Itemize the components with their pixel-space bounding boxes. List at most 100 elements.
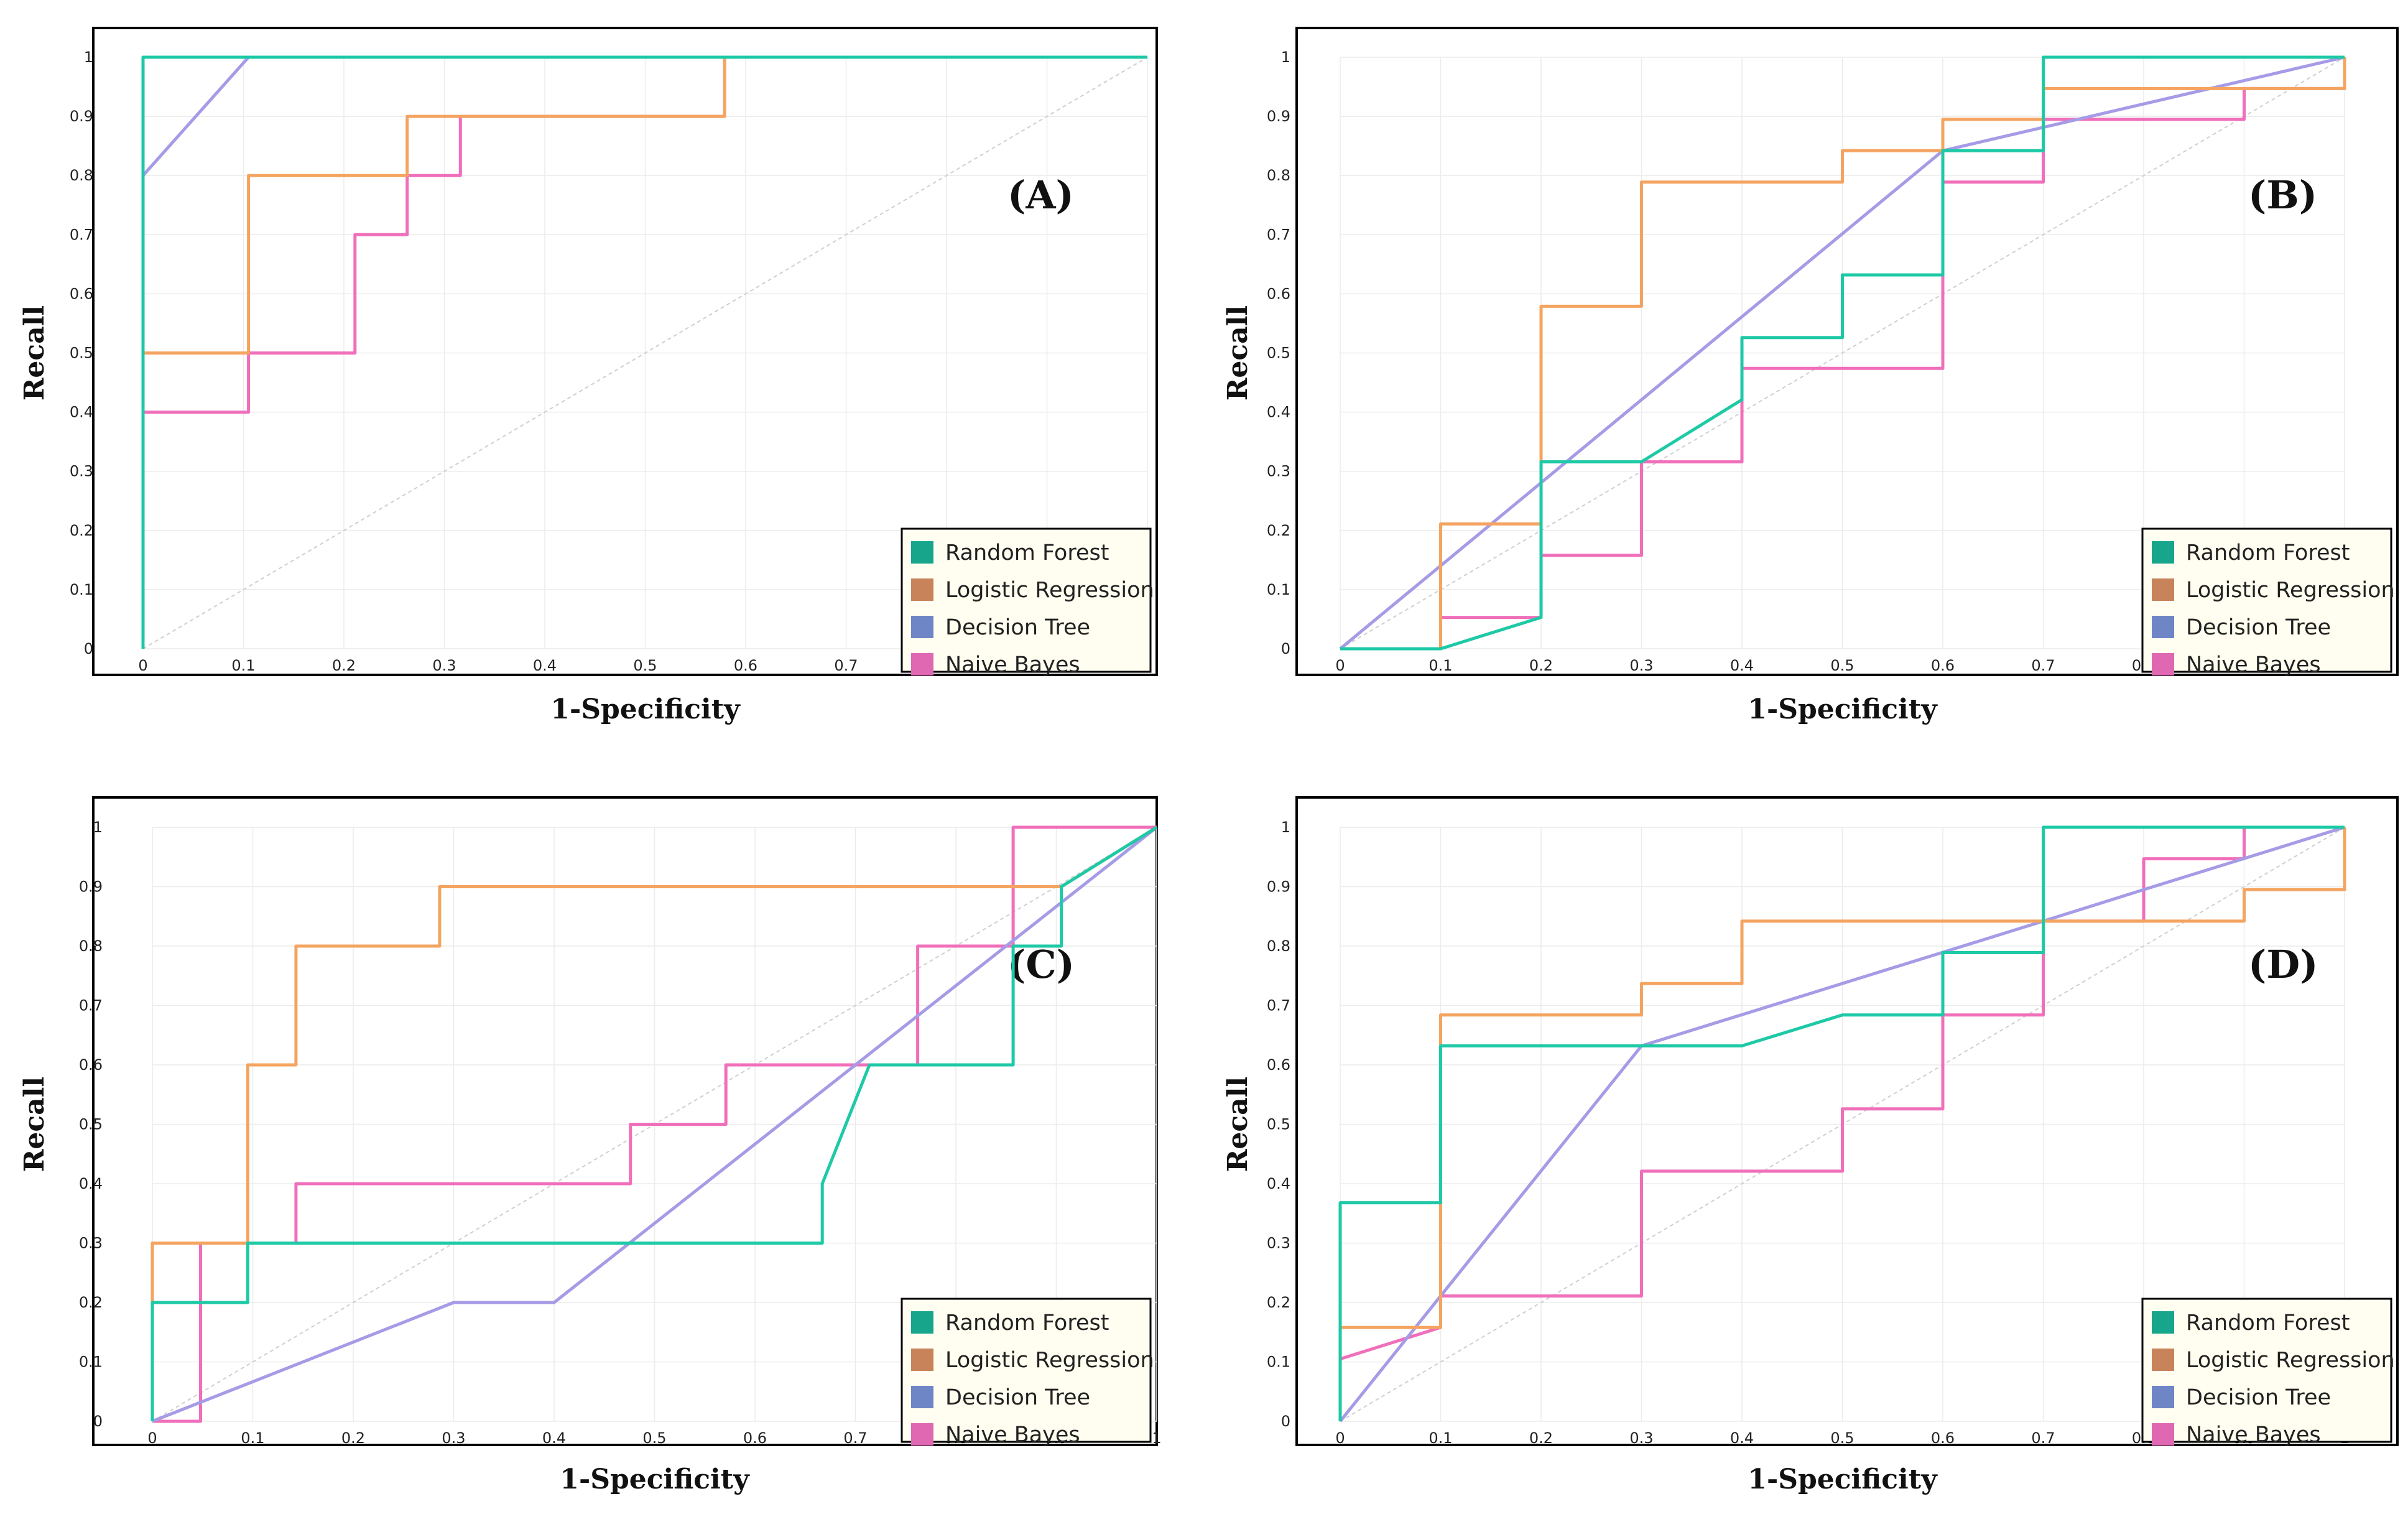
y-tick-label: 1 (93, 819, 103, 836)
series-line-decision-tree (152, 826, 1158, 1423)
y-tick-label: 0.2 (1267, 522, 1290, 539)
y-tick-label: 0.1 (70, 581, 93, 598)
y-tick-label: 0 (84, 640, 93, 657)
x-tick-label: 0 (147, 1429, 157, 1447)
y-axis-title: Recall (19, 305, 50, 401)
y-tick-label: 0.3 (70, 463, 93, 480)
legend-label: Naive Bayes (945, 652, 1080, 677)
panel-label: (A) (1007, 172, 1074, 218)
y-tick-label: 1 (1281, 49, 1290, 66)
x-tick-label: 0.1 (241, 1429, 264, 1447)
diagonal-reference-line (1340, 57, 2345, 649)
x-tick-label: 0.5 (633, 657, 657, 674)
y-axis-title: Recall (19, 1077, 50, 1172)
legend-label: Random Forest (2186, 1311, 2350, 1335)
x-tick-label: 0.2 (1529, 1429, 1553, 1447)
legend-label: Random Forest (945, 1311, 1109, 1335)
legend-label: Logistic Regression (945, 578, 1154, 603)
y-tick-label: 0.1 (1267, 1354, 1290, 1371)
x-tick-label: 0.1 (1429, 1429, 1452, 1447)
chart-panel-2: 0 0.1 0.2 0.3 0.4 0.5 0.6 0.7 0.8 0.9 1 0 0.1 0.2 0.3 0… (1222, 27, 2399, 725)
x-tick-label: 0.7 (834, 657, 858, 674)
x-tick-label: 0.2 (1529, 657, 1553, 674)
series-line-random-forest (150, 825, 1158, 1421)
y-tick-label: 0.4 (70, 404, 93, 421)
y-tick-label: 0.3 (1267, 1235, 1290, 1252)
y-tick-label: 0.9 (79, 878, 103, 896)
y-tick-label: 0.2 (79, 1294, 103, 1311)
chart-panel-1: 0 0.1 0.2 0.3 0.4 0.5 0.6 0.7 0.8 0.9 1 0 0.1 0.2 0.3 0… (19, 27, 1158, 725)
x-tick-label: 0 (1335, 1429, 1345, 1447)
legend: Random Forest Logistic Regression Decision… (901, 527, 1154, 677)
legend-label: Logistic Regression (945, 1348, 1154, 1373)
series-line-logistic-regression (150, 825, 1158, 1421)
x-tick-label: 0.4 (533, 657, 557, 674)
legend-swatch-random-forest (911, 541, 933, 564)
legend-swatch-naive-bayes (911, 653, 933, 676)
legend-label: Decision Tree (2186, 1385, 2331, 1410)
legend-swatch-logistic-regression (911, 1349, 933, 1371)
series-line-random-forest (141, 55, 1147, 649)
y-tick-label: 0.1 (1267, 581, 1290, 598)
legend-label: Naive Bayes (2186, 652, 2321, 677)
series-line-random-forest (1340, 55, 2345, 651)
x-tick-label: 0.4 (542, 1429, 566, 1447)
legend-box (901, 527, 1152, 673)
y-tick-label: 0.3 (1267, 463, 1290, 480)
y-tick-label: 0.5 (70, 345, 93, 362)
legend-label: Naive Bayes (945, 1423, 1080, 1447)
legend-label: Logistic Regression (2186, 578, 2395, 603)
legend: Random Forest Logistic Regression Decision… (2141, 1298, 2395, 1447)
y-tick-label: 0 (1281, 1413, 1290, 1430)
legend-label: Decision Tree (945, 1385, 1090, 1410)
x-tick-label: 0.5 (1830, 1429, 1854, 1447)
y-tick-label: 0.6 (70, 285, 93, 302)
y-tick-label: 0.2 (1267, 1294, 1290, 1311)
y-tick-label: 0.9 (1267, 108, 1290, 125)
legend-swatch-decision-tree (2152, 616, 2174, 638)
y-tick-label: 0.6 (1267, 1056, 1290, 1074)
y-tick-label: 0 (93, 1413, 103, 1430)
legend-swatch-decision-tree (911, 1386, 933, 1408)
x-tick-label: 0.6 (1931, 1429, 1955, 1447)
chart-panel-4: 0 0.1 0.2 0.3 0.4 0.5 0.6 0.7 0.8 0.9 1 0 0.1 0.2 0.3 0… (1222, 796, 2399, 1495)
legend-label: Naive Bayes (2186, 1423, 2321, 1447)
diagonal-reference-line (142, 57, 1148, 649)
y-tick-label: 0.8 (1267, 937, 1290, 955)
legend: Random Forest Logistic Regression Decision… (901, 1298, 1154, 1447)
y-tick-label: 0.6 (1267, 285, 1290, 302)
x-tick-label: 0.1 (231, 657, 255, 674)
series-line-logistic-regression (141, 55, 1147, 649)
x-tick-label: 0.5 (642, 1429, 666, 1447)
legend-swatch-naive-bayes (911, 1423, 933, 1446)
y-tick-label: 0.7 (1267, 226, 1290, 243)
y-tick-label: 0.7 (70, 226, 93, 243)
y-tick-label: 0.6 (79, 1056, 103, 1074)
legend-label: Random Forest (945, 541, 1109, 565)
x-tick-label: 0.3 (1629, 1429, 1653, 1447)
y-tick-label: 1 (1281, 819, 1290, 836)
y-tick-label: 0.1 (79, 1354, 103, 1371)
legend-box (901, 1298, 1152, 1443)
y-tick-label: 0.4 (79, 1175, 103, 1192)
x-tick-label: 0.3 (432, 657, 456, 674)
x-axis-title: 1-Specificity (1748, 694, 1938, 725)
series-line-random-forest (1338, 825, 2345, 1421)
y-tick-label: 0.4 (1267, 1175, 1290, 1192)
legend-label: Decision Tree (2186, 615, 2331, 640)
legend-box (2141, 1298, 2392, 1443)
x-tick-label: 0.4 (1730, 657, 1754, 674)
legend-swatch-random-forest (2152, 1311, 2174, 1334)
x-tick-label: 0.5 (1830, 657, 1854, 674)
x-tick-label: 0.4 (1730, 1429, 1754, 1447)
y-tick-label: 0.8 (70, 167, 93, 184)
y-tick-label: 0.5 (1267, 345, 1290, 362)
panel-label: (D) (2248, 942, 2318, 987)
y-tick-label: 0.9 (70, 108, 93, 125)
x-tick-label: 0.2 (341, 1429, 365, 1447)
x-axis-title: 1-Specificity (550, 694, 741, 725)
y-tick-label: 0 (1281, 640, 1290, 657)
series-line-decision-tree (1339, 825, 2345, 1423)
x-tick-label: 0.3 (1629, 657, 1653, 674)
